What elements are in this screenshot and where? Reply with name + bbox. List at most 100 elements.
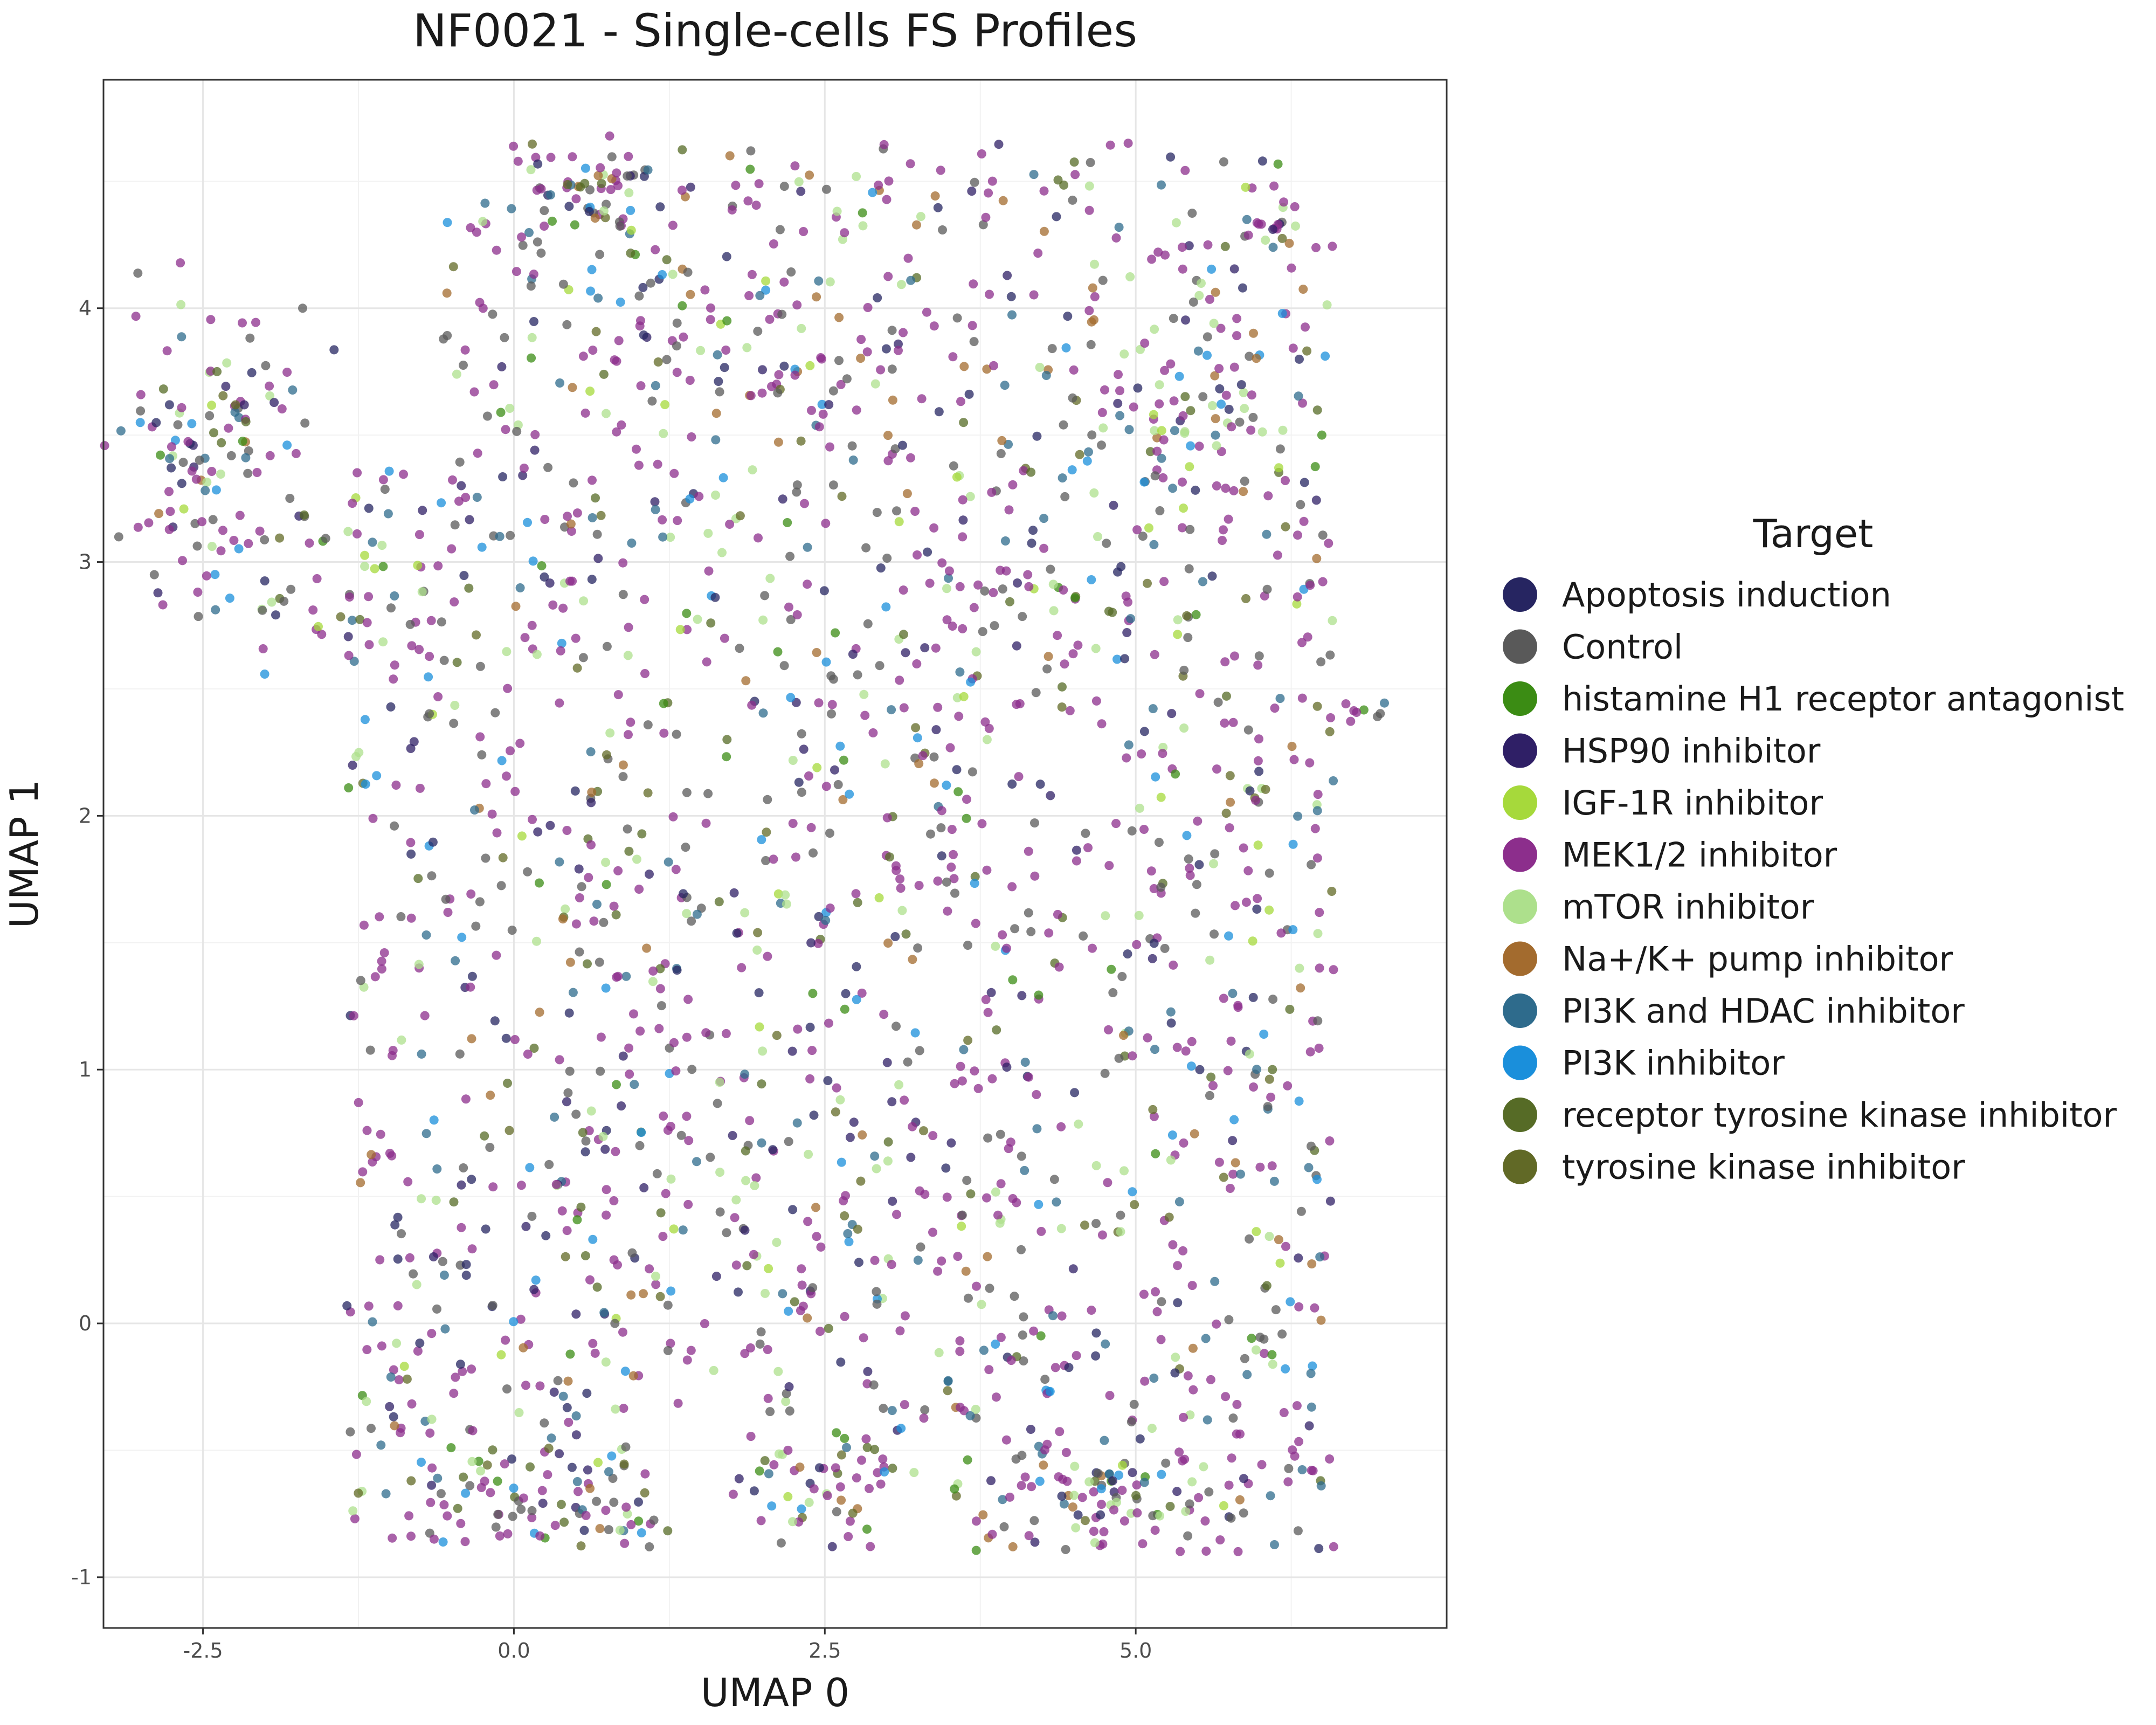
data-point [100, 441, 109, 451]
data-point [1229, 1115, 1239, 1124]
data-point [742, 343, 752, 353]
data-point [527, 353, 536, 363]
data-point [1032, 431, 1042, 441]
data-point [488, 1182, 498, 1192]
data-point [133, 268, 143, 278]
data-point [583, 959, 592, 969]
data-point [1046, 564, 1055, 574]
data-point [913, 733, 922, 743]
data-point [1017, 1245, 1026, 1254]
data-point [606, 185, 616, 195]
data-point [588, 513, 597, 522]
data-point [1284, 1464, 1294, 1473]
data-point [706, 618, 716, 628]
data-point [478, 303, 488, 313]
data-point [682, 1112, 692, 1121]
data-point [592, 1496, 602, 1506]
data-point [1264, 1232, 1274, 1241]
data-point [741, 1176, 751, 1185]
data-point [727, 205, 737, 215]
data-point [879, 140, 889, 149]
data-point [837, 1495, 846, 1505]
data-point [488, 309, 497, 319]
data-point [149, 570, 159, 579]
data-point [1116, 1227, 1125, 1237]
data-point [450, 520, 460, 530]
data-point [439, 1500, 449, 1509]
data-point [568, 988, 578, 997]
data-point [1219, 993, 1228, 1003]
data-point [897, 906, 907, 915]
data-point [224, 423, 233, 433]
data-point [659, 728, 669, 738]
data-point [1304, 1421, 1314, 1431]
data-point [472, 227, 481, 237]
data-point [761, 276, 771, 286]
data-point [611, 910, 621, 920]
data-point [1148, 1105, 1158, 1114]
data-point [805, 1074, 815, 1084]
data-point [672, 729, 681, 739]
data-point [1032, 1090, 1041, 1099]
data-point [305, 539, 314, 548]
data-point [827, 1542, 837, 1551]
data-point [1239, 1508, 1248, 1518]
data-point [928, 1131, 938, 1141]
data-point [455, 457, 465, 467]
data-point [861, 543, 871, 553]
data-point [882, 554, 892, 563]
data-point [963, 1455, 972, 1465]
data-point [876, 1479, 886, 1489]
data-point [675, 625, 685, 634]
data-point [1157, 1469, 1166, 1479]
data-point [682, 1355, 692, 1365]
data-point [1150, 1526, 1160, 1535]
data-point [746, 1432, 756, 1441]
data-point [953, 1252, 963, 1261]
data-point [955, 667, 965, 677]
data-point [1060, 659, 1069, 669]
data-point [1312, 1175, 1322, 1184]
data-point [788, 1205, 798, 1215]
data-point [1147, 1424, 1157, 1433]
data-point [982, 735, 992, 744]
data-point [389, 1412, 398, 1422]
data-point [858, 221, 868, 231]
data-point [744, 291, 754, 300]
data-point [1006, 1356, 1016, 1365]
data-point [1109, 1505, 1118, 1515]
data-point [732, 928, 742, 938]
data-point [529, 270, 538, 279]
data-point [773, 647, 783, 657]
data-point [1229, 486, 1239, 495]
data-point [1263, 491, 1273, 501]
data-point [529, 1285, 539, 1294]
data-point [908, 955, 917, 964]
data-point [191, 474, 201, 484]
data-point [1328, 242, 1337, 251]
data-point [1179, 665, 1189, 675]
data-point [1001, 1435, 1011, 1445]
data-point [655, 964, 665, 974]
data-point [1231, 1158, 1240, 1168]
data-point [187, 466, 197, 476]
data-point [1010, 1292, 1019, 1301]
y-tick-label: 2 [79, 804, 92, 827]
data-point [1097, 440, 1106, 450]
data-point [1275, 1258, 1285, 1268]
data-point [1243, 866, 1253, 875]
data-point [448, 475, 457, 485]
data-point [1277, 309, 1287, 318]
data-point [375, 912, 384, 922]
data-point [845, 789, 854, 799]
data-point [906, 1153, 916, 1162]
data-point [1241, 898, 1251, 907]
data-point [1041, 371, 1051, 380]
data-point [1026, 467, 1036, 477]
data-point [1214, 364, 1224, 374]
data-point [579, 596, 589, 606]
data-point [1178, 1456, 1187, 1466]
data-point [440, 1324, 450, 1334]
data-point [808, 989, 818, 998]
data-point [881, 344, 891, 354]
